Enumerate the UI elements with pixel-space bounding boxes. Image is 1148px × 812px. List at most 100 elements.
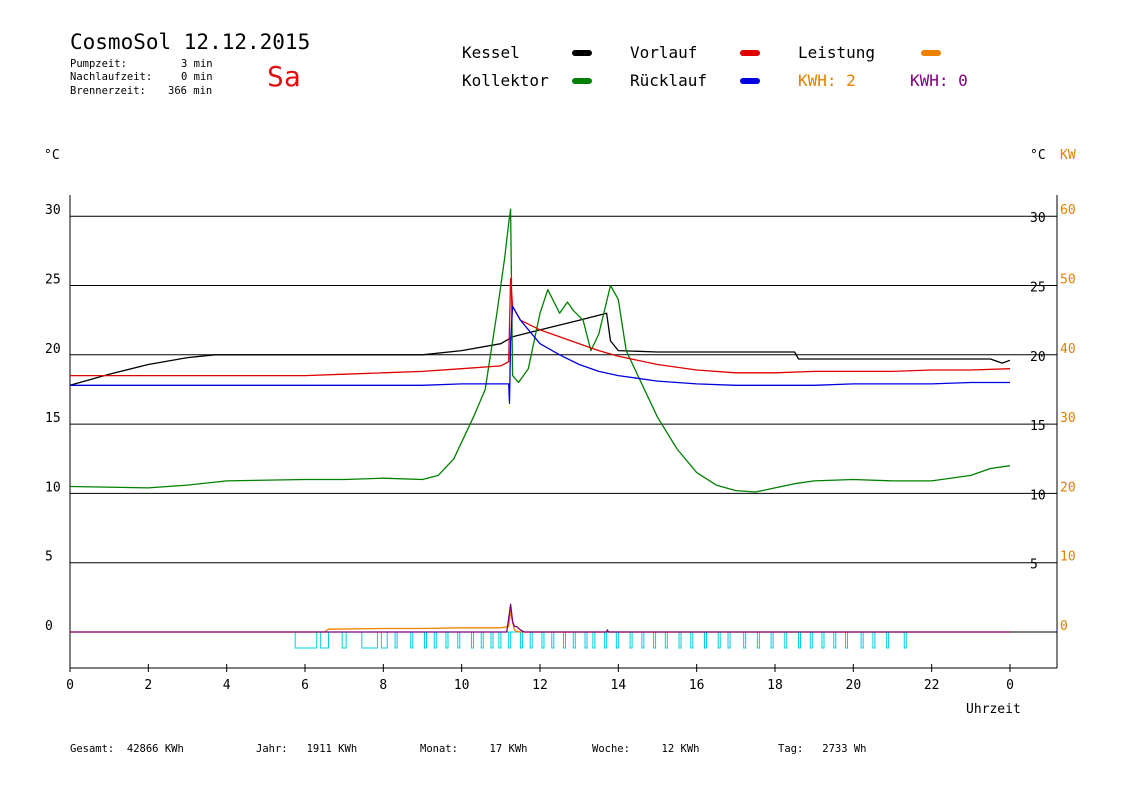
pump-segment-47: [903, 631, 907, 649]
pump-segment-3: [361, 631, 378, 649]
pump-segment-36: [756, 631, 760, 649]
pump-segment-44: [860, 631, 864, 649]
pump-segment-34: [727, 631, 731, 649]
legend-ruecklauf-swatch: [740, 78, 760, 84]
series-line-kessel: [69, 312, 1011, 386]
series-line-kollektor: [69, 208, 1011, 493]
y-tick-right-kw-20: 20: [1060, 480, 1076, 495]
pump-segment-37: [770, 631, 774, 649]
y-tick-right-kw-30: 30: [1060, 411, 1076, 426]
x-tick-1: 2: [144, 678, 152, 693]
y-tick-left-30: 30: [45, 203, 61, 218]
page-title: CosmoSol 12.12.2015: [70, 30, 311, 54]
series-line-vorlauf: [70, 277, 1011, 377]
x-tick-9: 18: [767, 678, 783, 693]
pump-segment-27: [641, 631, 645, 649]
pump-segment-17: [529, 631, 533, 649]
legend-kollektor-swatch: [572, 78, 592, 84]
legend-leistung-label: Leistung: [798, 43, 876, 62]
pump-segment-46: [886, 631, 890, 649]
brenner-time-label: Brennerzeit:: [70, 85, 146, 97]
pump-segment-40: [809, 631, 813, 649]
x-tick-5: 10: [454, 678, 470, 693]
y-tick-right-c-20: 20: [1030, 350, 1046, 365]
legend-ruecklauf-label: Rücklauf: [630, 71, 708, 90]
pump-segment-21: [572, 631, 576, 649]
x-tick-4: 8: [379, 678, 387, 693]
pump-segment-15: [508, 631, 512, 649]
legend-kollektor-label: Kollektor: [462, 71, 549, 90]
nachlauf-time-value: 0 min: [181, 71, 213, 83]
x-tick-0: 0: [66, 678, 74, 693]
y-tick-right-kw-40: 40: [1060, 342, 1076, 357]
x-tick-6: 12: [532, 678, 548, 693]
legend-kessel-swatch: [572, 50, 592, 56]
footer-woche: Woche: 12 KWh: [592, 743, 700, 755]
x-tick-2: 4: [223, 678, 231, 693]
legend-vorlauf-label: Vorlauf: [630, 43, 698, 62]
pump-segment-22: [584, 631, 588, 649]
footer-jahr: Jahr: 1911 KWh: [256, 743, 358, 755]
pump-segment-30: [678, 631, 682, 649]
y-tick-right-kw-60: 60: [1060, 203, 1076, 218]
legend-kwh-second: KWH: 0: [910, 71, 968, 90]
pump-time-label: Pumpzeit:: [70, 58, 127, 70]
x-tick-8: 16: [689, 678, 705, 693]
y-tick-left-15: 15: [45, 411, 61, 426]
y-tick-right-c-5: 5: [1030, 558, 1038, 573]
pump-segment-41: [821, 631, 825, 649]
legend-kessel-label: Kessel: [462, 43, 520, 62]
pump-segment-18: [541, 631, 545, 649]
pump-segment-38: [784, 631, 788, 649]
y-tick-left-20: 20: [45, 342, 61, 357]
legend-vorlauf-swatch: [740, 50, 760, 56]
x-tick-10: 20: [846, 678, 862, 693]
y-tick-right-c-15: 15: [1030, 419, 1046, 434]
pump-segment-45: [872, 631, 876, 649]
pump-segment-19: [551, 631, 555, 649]
y-tick-left-25: 25: [45, 273, 61, 288]
y-tick-right-c-10: 10: [1030, 488, 1046, 503]
pump-segment-7: [423, 631, 427, 649]
x-tick-7: 14: [611, 678, 627, 693]
pump-segment-33: [717, 631, 721, 649]
pump-segment-6: [410, 631, 414, 649]
y-tick-left-5: 5: [45, 550, 53, 565]
y-tick-right-c-30: 30: [1030, 211, 1046, 226]
y-tick-left-0: 0: [45, 619, 53, 634]
x-tick-12: 0: [1006, 678, 1014, 693]
pump-segment-39: [798, 631, 801, 649]
nachlauf-time-label: Nachlaufzeit:: [70, 71, 153, 83]
pump-segment-5: [394, 631, 398, 649]
pump-segment-9: [445, 631, 449, 649]
y-tick-left-10: 10: [45, 480, 61, 495]
y-tick-right-c-25: 25: [1030, 281, 1046, 296]
footer-tag: Tag: 2733 Wh: [778, 743, 867, 755]
pump-segment-43: [845, 631, 848, 649]
pump-segment-42: [833, 631, 837, 649]
pump-segment-12: [480, 631, 484, 649]
legend-kwh-leistung: KWH: 2: [798, 71, 856, 90]
x-tick-11: 22: [924, 678, 940, 693]
left-axis-unit: °C: [44, 148, 60, 163]
pump-segment-4: [380, 631, 388, 649]
brenner-time-value: 366 min: [168, 85, 213, 97]
pump-segment-28: [653, 631, 657, 649]
pump-segment-23: [592, 631, 596, 649]
weekday-label: Sa: [267, 60, 301, 93]
pump-segment-10: [457, 631, 461, 649]
pump-segment-11: [470, 631, 474, 649]
legend-leistung-swatch: [921, 50, 941, 56]
pump-segment-29: [664, 631, 668, 649]
series-line-ruecklauf: [70, 305, 1010, 404]
pump-segment-0: [294, 631, 318, 649]
right-axis-kw-unit: KW: [1060, 148, 1076, 163]
pump-segment-2: [341, 631, 347, 649]
right-axis-unit: °C: [1030, 148, 1046, 163]
y-tick-right-kw-10: 10: [1060, 550, 1076, 565]
pump-segment-31: [690, 631, 694, 649]
series-line-leistung: [70, 610, 1010, 633]
pump-segment-1: [320, 631, 329, 649]
pump-segment-20: [563, 631, 566, 649]
pump-segment-8: [433, 631, 437, 649]
